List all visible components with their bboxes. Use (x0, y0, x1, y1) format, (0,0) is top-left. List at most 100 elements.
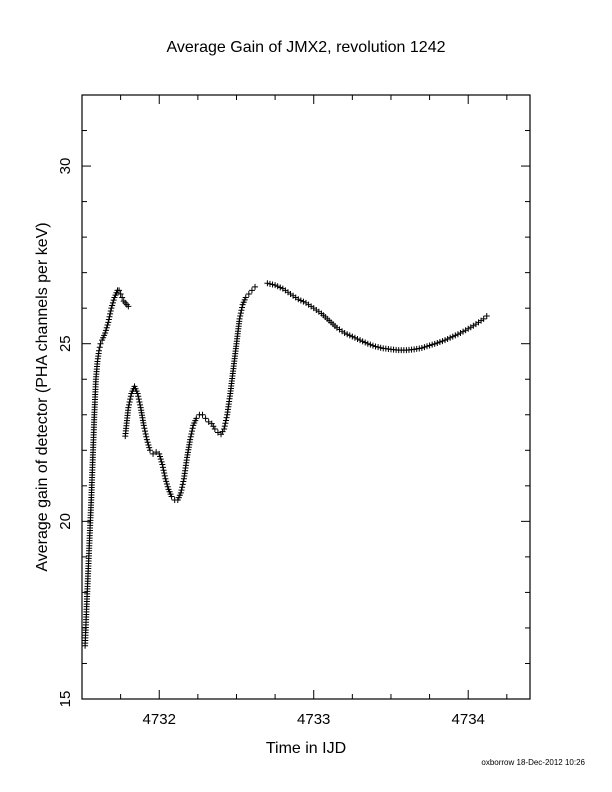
data-point (125, 404, 132, 411)
data-point (103, 324, 110, 331)
data-point (454, 331, 461, 338)
data-point (193, 415, 200, 422)
data-point (460, 328, 467, 335)
data-point (156, 450, 163, 457)
data-point (357, 337, 364, 344)
data-point (160, 467, 167, 474)
data-point (95, 347, 102, 354)
data-point (431, 340, 438, 347)
y-tick-label: 25 (57, 335, 74, 352)
data-point (116, 287, 123, 294)
data-point (439, 338, 446, 345)
data-point (341, 330, 348, 337)
data-point (105, 319, 112, 326)
data-point (424, 343, 431, 350)
data-point (237, 312, 244, 319)
data-point (189, 425, 196, 432)
data-point (237, 310, 244, 317)
data-point (480, 315, 487, 322)
data-point (137, 401, 144, 408)
data-point (421, 344, 428, 351)
data-point (447, 334, 454, 341)
data-point (127, 396, 134, 403)
data-point (107, 308, 114, 315)
timestamp-annotation: oxborrow 18-Dec-2012 10:26 (481, 758, 585, 767)
data-point (222, 417, 229, 424)
data-point (140, 422, 147, 429)
data-point (105, 316, 112, 323)
data-point (205, 418, 212, 425)
data-point (238, 307, 245, 314)
data-point (462, 327, 469, 334)
data-point (252, 283, 259, 290)
data-point (110, 297, 117, 304)
data-point (146, 444, 153, 451)
data-point (202, 415, 209, 422)
data-point (444, 335, 451, 342)
data-point (96, 344, 103, 351)
data-point (143, 436, 150, 443)
data-point (274, 283, 281, 290)
data-point (188, 430, 195, 437)
data-point (134, 390, 141, 397)
data-point (119, 294, 126, 301)
data-point (180, 478, 187, 485)
data-point (222, 420, 229, 427)
data-point (344, 331, 351, 338)
data-point (211, 425, 218, 432)
data-point (349, 333, 356, 340)
data-point (157, 453, 164, 460)
data-point (126, 398, 133, 405)
data-point (178, 487, 185, 494)
data-point (362, 339, 369, 346)
data-point (127, 393, 134, 400)
data-point (179, 484, 186, 491)
data-point (104, 322, 111, 329)
data-point (179, 481, 186, 488)
data-point (248, 287, 255, 294)
data-point (143, 433, 150, 440)
data-point (177, 489, 184, 496)
data-point (264, 280, 271, 287)
data-point (157, 456, 164, 463)
data-point (364, 340, 371, 347)
data-point (418, 344, 425, 351)
data-point (188, 428, 195, 435)
data-point (354, 335, 361, 342)
data-point (483, 312, 490, 319)
data-point (199, 411, 206, 418)
data-point (159, 464, 166, 471)
data-point (161, 472, 168, 479)
data-point (109, 299, 116, 306)
data-point (377, 344, 384, 351)
data-point (297, 297, 304, 304)
data-point (146, 447, 153, 454)
y-axis-label: Average gain of detector (PHA channels p… (34, 222, 51, 571)
data-point (277, 284, 284, 291)
data-point (295, 296, 302, 303)
data-point (375, 344, 382, 351)
data-marks (82, 280, 490, 649)
x-axis-label: Time in IJD (266, 740, 346, 757)
data-point (359, 338, 366, 345)
data-point (436, 339, 443, 346)
data-point (242, 294, 249, 301)
data-point (214, 429, 221, 436)
data-point (141, 425, 148, 432)
data-point (369, 342, 376, 349)
y-tick-label: 15 (57, 691, 74, 708)
data-point (135, 393, 142, 400)
data-point (159, 461, 166, 468)
data-point (168, 493, 175, 500)
data-point (300, 298, 307, 305)
data-point (102, 330, 109, 337)
data-point (426, 342, 433, 349)
data-point (125, 401, 132, 408)
data-point (269, 281, 276, 288)
data-point (245, 290, 252, 297)
data-point (117, 290, 124, 297)
data-point (125, 303, 132, 310)
data-point (210, 423, 217, 430)
data-point (97, 340, 104, 347)
